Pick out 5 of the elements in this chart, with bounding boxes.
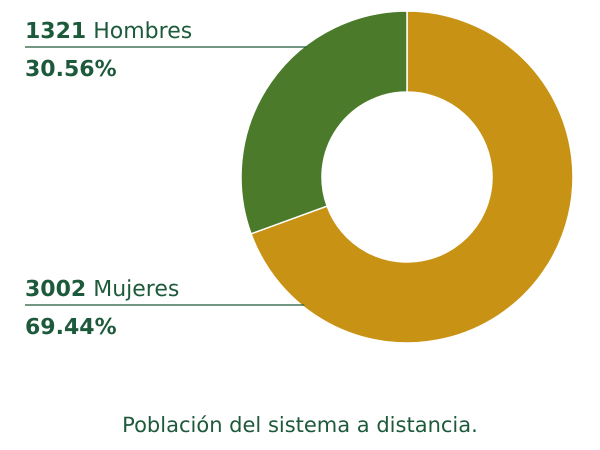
slice-label: 3002 Mujeres: [25, 277, 180, 302]
slice-label: 1321 Hombres: [25, 19, 192, 44]
data-label: 30.56%: [25, 57, 117, 82]
data-label: 69.44%: [25, 315, 117, 340]
text: Población del sistema a distancia.: [122, 413, 478, 437]
